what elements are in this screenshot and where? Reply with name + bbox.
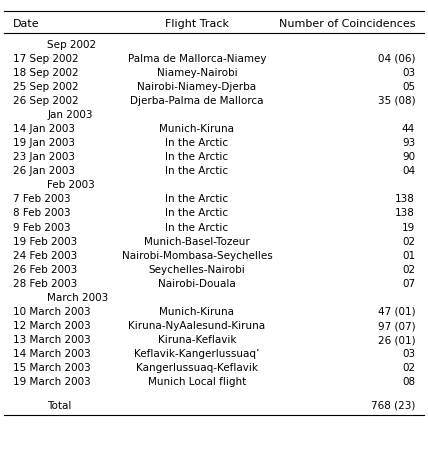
Text: 35 (08): 35 (08) — [377, 96, 415, 106]
Text: Kiruna-NyAalesund-Kiruna: Kiruna-NyAalesund-Kiruna — [128, 320, 265, 330]
Text: 93: 93 — [402, 138, 415, 148]
Text: 12 March 2003: 12 March 2003 — [13, 320, 91, 330]
Text: 26 (01): 26 (01) — [377, 334, 415, 344]
Text: 8 Feb 2003: 8 Feb 2003 — [13, 208, 71, 218]
Text: 08: 08 — [402, 377, 415, 387]
Text: 138: 138 — [395, 208, 415, 218]
Text: 26 Sep 2002: 26 Sep 2002 — [13, 96, 78, 106]
Text: In the Arctic: In the Arctic — [165, 194, 229, 204]
Text: March 2003: March 2003 — [47, 292, 108, 302]
Text: 19 Jan 2003: 19 Jan 2003 — [13, 138, 75, 148]
Text: Nairobi-Douala: Nairobi-Douala — [158, 278, 236, 288]
Text: 97 (07): 97 (07) — [377, 320, 415, 330]
Text: 15 March 2003: 15 March 2003 — [13, 362, 91, 372]
Text: 18 Sep 2002: 18 Sep 2002 — [13, 68, 78, 78]
Text: Date: Date — [13, 19, 39, 29]
Text: 768 (23): 768 (23) — [371, 400, 415, 410]
Text: 02: 02 — [402, 264, 415, 274]
Text: 10 March 2003: 10 March 2003 — [13, 306, 90, 316]
Text: 138: 138 — [395, 194, 415, 204]
Text: Munich-Kiruna: Munich-Kiruna — [159, 124, 235, 134]
Text: Flight Track: Flight Track — [165, 19, 229, 29]
Text: Sep 2002: Sep 2002 — [47, 40, 96, 50]
Text: 7 Feb 2003: 7 Feb 2003 — [13, 194, 71, 204]
Text: In the Arctic: In the Arctic — [165, 166, 229, 176]
Text: 03: 03 — [402, 68, 415, 78]
Text: 19 Feb 2003: 19 Feb 2003 — [13, 236, 77, 246]
Text: In the Arctic: In the Arctic — [165, 138, 229, 148]
Text: 01: 01 — [402, 250, 415, 260]
Text: 90: 90 — [402, 152, 415, 162]
Text: Total: Total — [47, 400, 71, 410]
Text: 19: 19 — [402, 222, 415, 232]
Text: 19 March 2003: 19 March 2003 — [13, 377, 91, 387]
Text: Munich-Kiruna: Munich-Kiruna — [159, 306, 235, 316]
Text: Feb 2003: Feb 2003 — [47, 180, 95, 190]
Text: 07: 07 — [402, 278, 415, 288]
Text: 23 Jan 2003: 23 Jan 2003 — [13, 152, 75, 162]
Text: 24 Feb 2003: 24 Feb 2003 — [13, 250, 77, 260]
Text: 9 Feb 2003: 9 Feb 2003 — [13, 222, 71, 232]
Text: Kangerlussuaq-Keflavik: Kangerlussuaq-Keflavik — [136, 362, 258, 372]
Text: 02: 02 — [402, 362, 415, 372]
Text: 14 March 2003: 14 March 2003 — [13, 348, 91, 358]
Text: 04 (06): 04 (06) — [377, 53, 415, 63]
Text: 04: 04 — [402, 166, 415, 176]
Text: 03: 03 — [402, 348, 415, 358]
Text: Kiruna-Keflavik: Kiruna-Keflavik — [158, 334, 236, 344]
Text: 28 Feb 2003: 28 Feb 2003 — [13, 278, 77, 288]
Text: 44: 44 — [402, 124, 415, 134]
Text: 02: 02 — [402, 236, 415, 246]
Text: 13 March 2003: 13 March 2003 — [13, 334, 91, 344]
Text: Munich-Basel-Tozeur: Munich-Basel-Tozeur — [144, 236, 250, 246]
Text: 25 Sep 2002: 25 Sep 2002 — [13, 81, 78, 91]
Text: 17 Sep 2002: 17 Sep 2002 — [13, 53, 78, 63]
Text: Djerba-Palma de Mallorca: Djerba-Palma de Mallorca — [130, 96, 264, 106]
Text: Palma de Mallorca-Niamey: Palma de Mallorca-Niamey — [128, 53, 266, 63]
Text: Seychelles-Nairobi: Seychelles-Nairobi — [149, 264, 245, 274]
Text: In the Arctic: In the Arctic — [165, 152, 229, 162]
Text: 47 (01): 47 (01) — [377, 306, 415, 316]
Text: 05: 05 — [402, 81, 415, 91]
Text: In the Arctic: In the Arctic — [165, 208, 229, 218]
Text: In the Arctic: In the Arctic — [165, 222, 229, 232]
Text: 26 Jan 2003: 26 Jan 2003 — [13, 166, 75, 176]
Text: Niamey-Nairobi: Niamey-Nairobi — [157, 68, 237, 78]
Text: 26 Feb 2003: 26 Feb 2003 — [13, 264, 77, 274]
Text: Nairobi-Niamey-Djerba: Nairobi-Niamey-Djerba — [137, 81, 256, 91]
Text: Jan 2003: Jan 2003 — [47, 109, 92, 119]
Text: Number of Coincidences: Number of Coincidences — [279, 19, 415, 29]
Text: Nairobi-Mombasa-Seychelles: Nairobi-Mombasa-Seychelles — [122, 250, 272, 260]
Text: Keflavik-Kangerlussuaq’: Keflavik-Kangerlussuaq’ — [134, 348, 259, 358]
Text: 14 Jan 2003: 14 Jan 2003 — [13, 124, 75, 134]
Text: Munich Local flight: Munich Local flight — [148, 377, 246, 387]
